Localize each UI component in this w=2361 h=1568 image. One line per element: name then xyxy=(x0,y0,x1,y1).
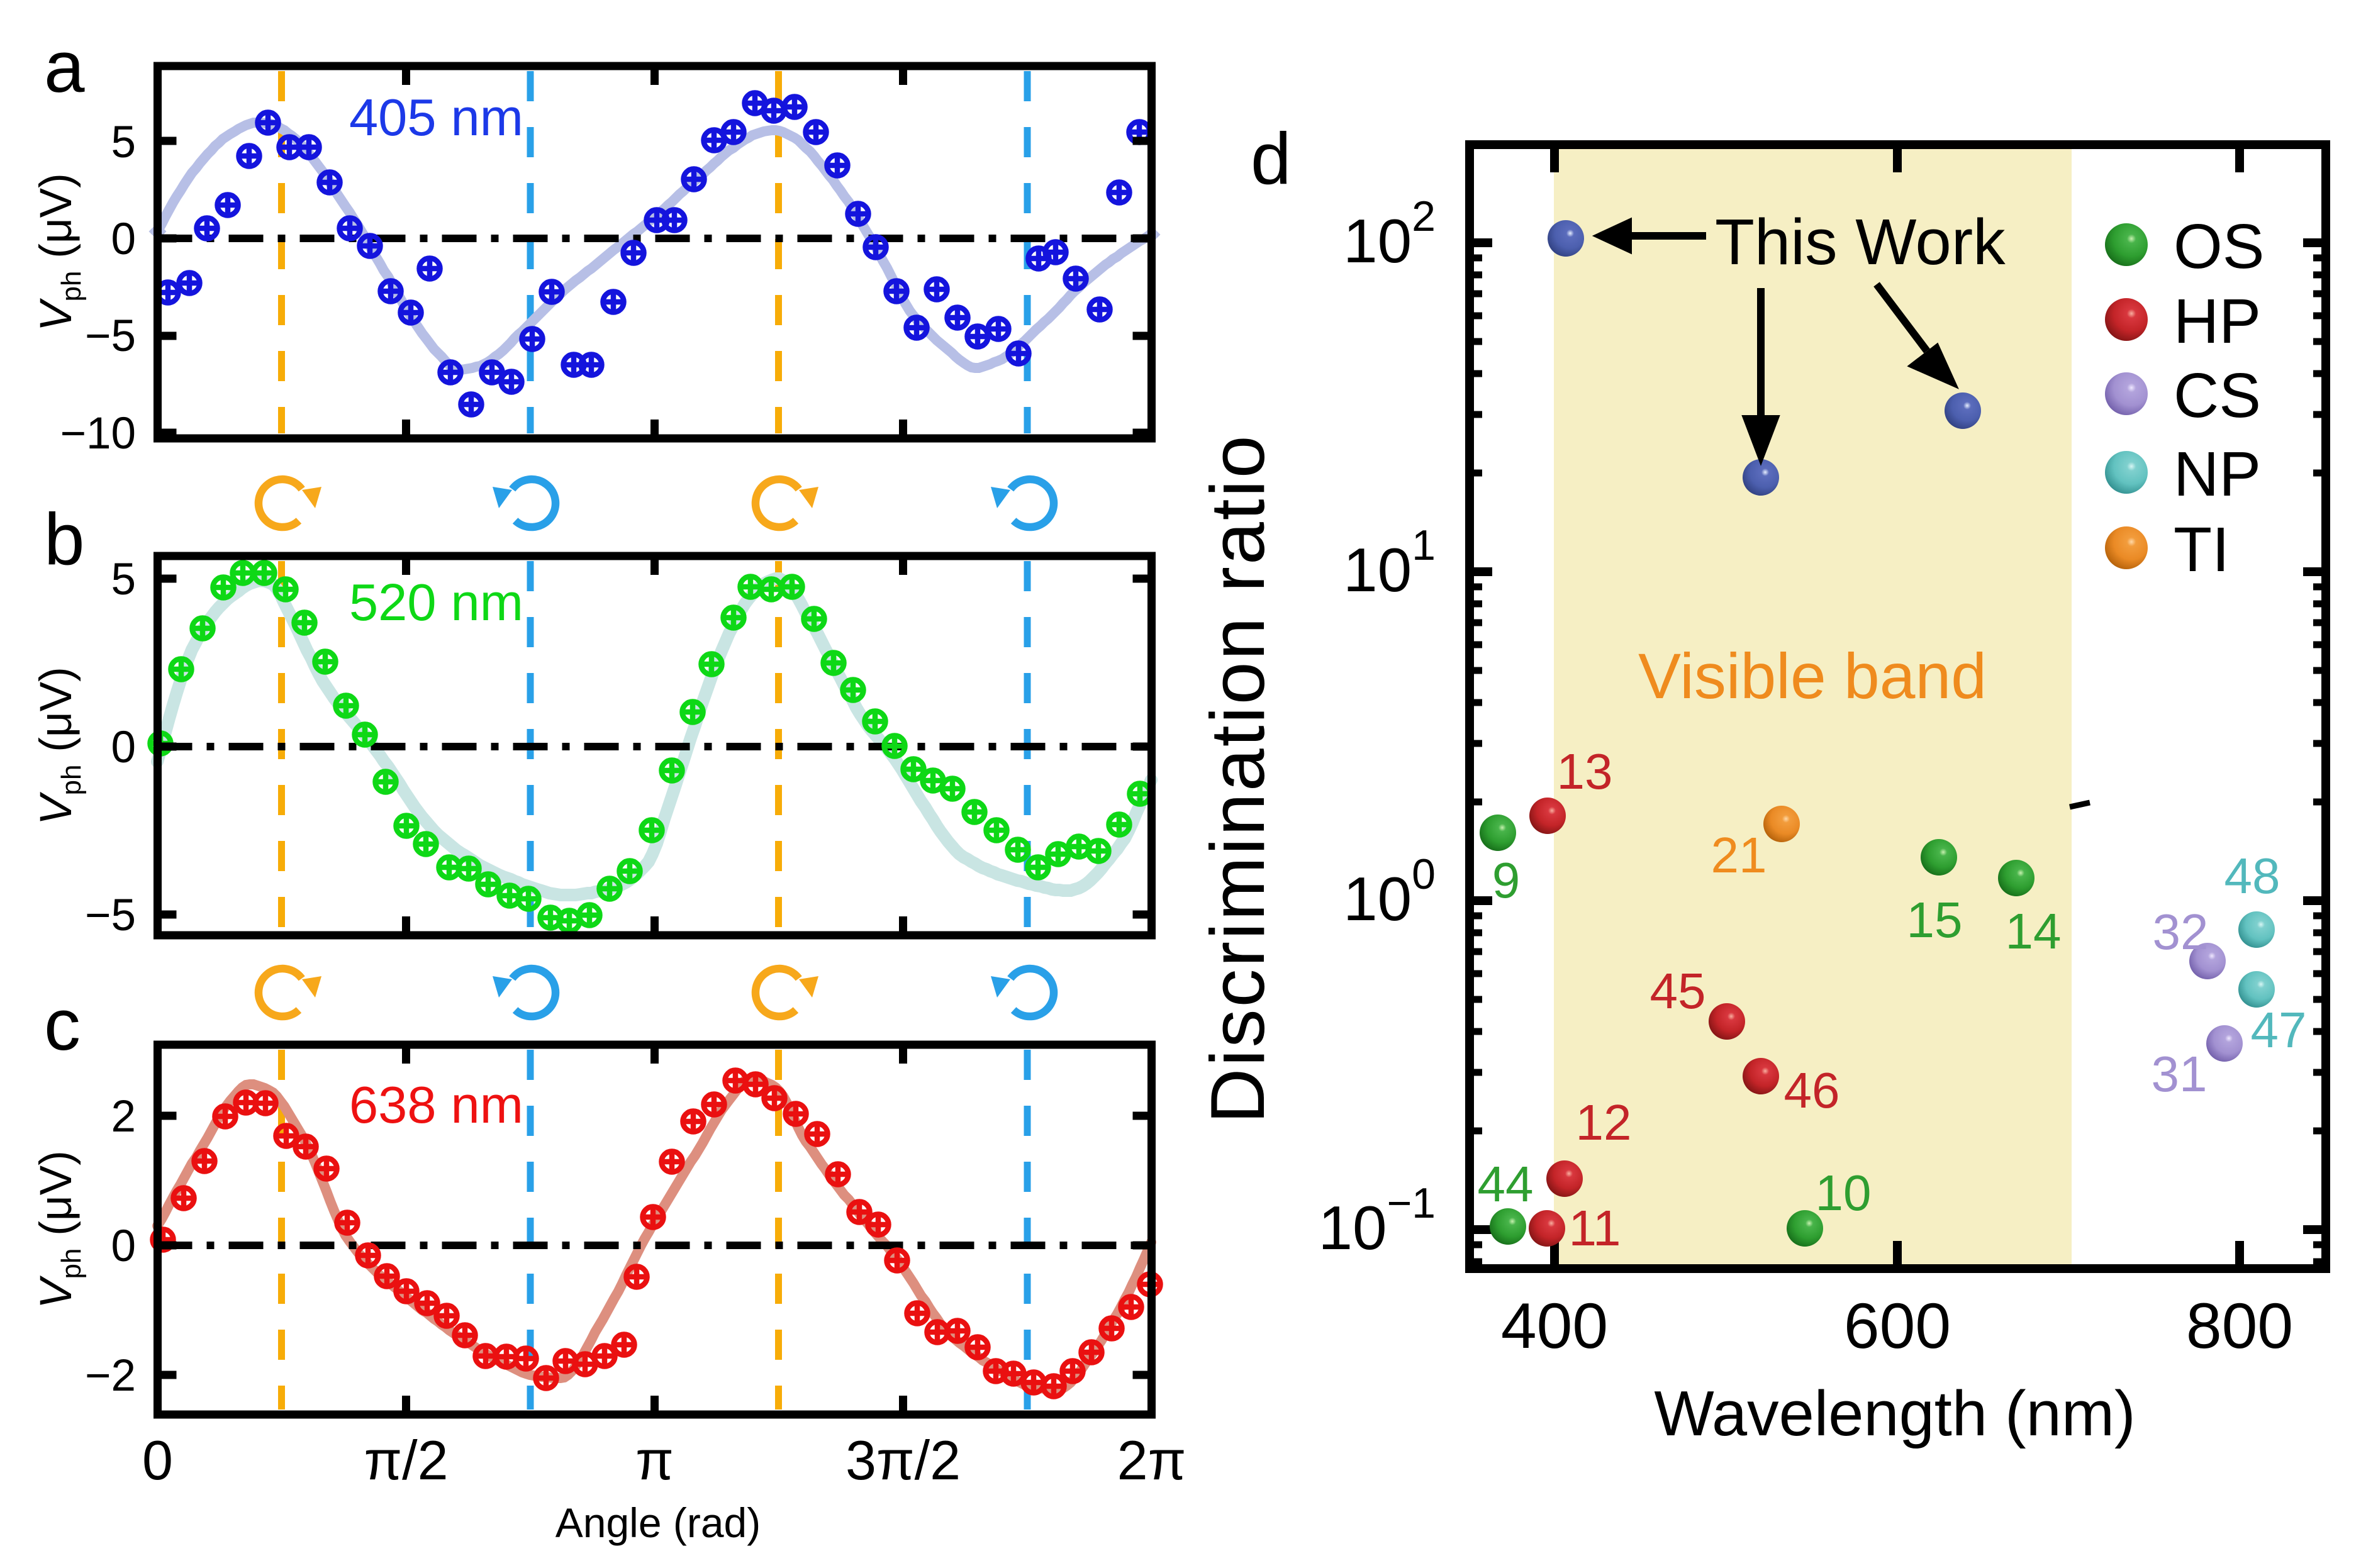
svg-text:21: 21 xyxy=(1711,827,1767,883)
svg-text:b: b xyxy=(44,498,85,580)
svg-text:a: a xyxy=(44,26,85,108)
svg-text:−2: −2 xyxy=(85,1351,136,1401)
svg-text:44: 44 xyxy=(1478,1156,1534,1212)
svg-text:TI: TI xyxy=(2174,514,2230,585)
svg-text:d: d xyxy=(1251,118,1292,199)
svg-text:520 nm: 520 nm xyxy=(349,573,523,631)
svg-text:Discrimination ratio: Discrimination ratio xyxy=(1195,433,1280,1123)
svg-text:46: 46 xyxy=(1784,1062,1840,1118)
svg-text:400: 400 xyxy=(1501,1290,1608,1362)
svg-text:11: 11 xyxy=(1568,1200,1621,1256)
svg-text:600: 600 xyxy=(1844,1290,1951,1362)
svg-text:12: 12 xyxy=(1576,1094,1632,1150)
svg-text:0: 0 xyxy=(111,1221,137,1271)
svg-text:638 nm: 638 nm xyxy=(349,1076,523,1134)
svg-text:47: 47 xyxy=(2251,1002,2307,1058)
svg-text:0: 0 xyxy=(111,214,137,264)
svg-text:2π: 2π xyxy=(1117,1429,1186,1491)
svg-text:3π/2: 3π/2 xyxy=(846,1429,961,1491)
svg-text:Vph (μV): Vph (μV) xyxy=(31,1150,87,1309)
svg-text:π: π xyxy=(635,1429,674,1491)
svg-text:405 nm: 405 nm xyxy=(349,88,523,147)
svg-text:π/2: π/2 xyxy=(364,1429,448,1491)
svg-text:9: 9 xyxy=(1492,852,1521,908)
svg-text:−5: −5 xyxy=(85,311,136,361)
svg-text:−10: −10 xyxy=(60,409,136,459)
svg-text:HP: HP xyxy=(2174,286,2261,357)
svg-text:45: 45 xyxy=(1650,963,1706,1019)
svg-text:CS: CS xyxy=(2174,360,2261,431)
svg-text:c: c xyxy=(44,984,81,1065)
svg-text:Vph (μV): Vph (μV) xyxy=(31,173,87,331)
svg-text:This Work: This Work xyxy=(1715,206,2006,278)
svg-text:2: 2 xyxy=(111,1092,137,1142)
svg-text:NP: NP xyxy=(2174,439,2261,509)
svg-text:−5: −5 xyxy=(85,891,136,940)
svg-text:31: 31 xyxy=(2152,1046,2208,1102)
svg-text:48: 48 xyxy=(2224,848,2280,904)
svg-text:800: 800 xyxy=(2186,1290,2293,1362)
svg-text:5: 5 xyxy=(111,555,137,604)
svg-text:OS: OS xyxy=(2174,211,2264,282)
svg-text:13: 13 xyxy=(1557,743,1613,799)
svg-text:Angle (rad): Angle (rad) xyxy=(555,1499,761,1546)
svg-text:0: 0 xyxy=(111,723,137,772)
svg-text:Visible band: Visible band xyxy=(1638,640,1987,712)
svg-text:5: 5 xyxy=(111,118,137,167)
svg-text:Wavelength (nm): Wavelength (nm) xyxy=(1654,1379,2135,1449)
svg-text:Vph (μV): Vph (μV) xyxy=(31,667,87,825)
svg-text:10: 10 xyxy=(1816,1165,1872,1221)
svg-text:14: 14 xyxy=(2006,903,2062,959)
svg-text:32: 32 xyxy=(2153,904,2209,960)
svg-text:15: 15 xyxy=(1907,892,1963,948)
svg-text:0: 0 xyxy=(142,1429,173,1491)
